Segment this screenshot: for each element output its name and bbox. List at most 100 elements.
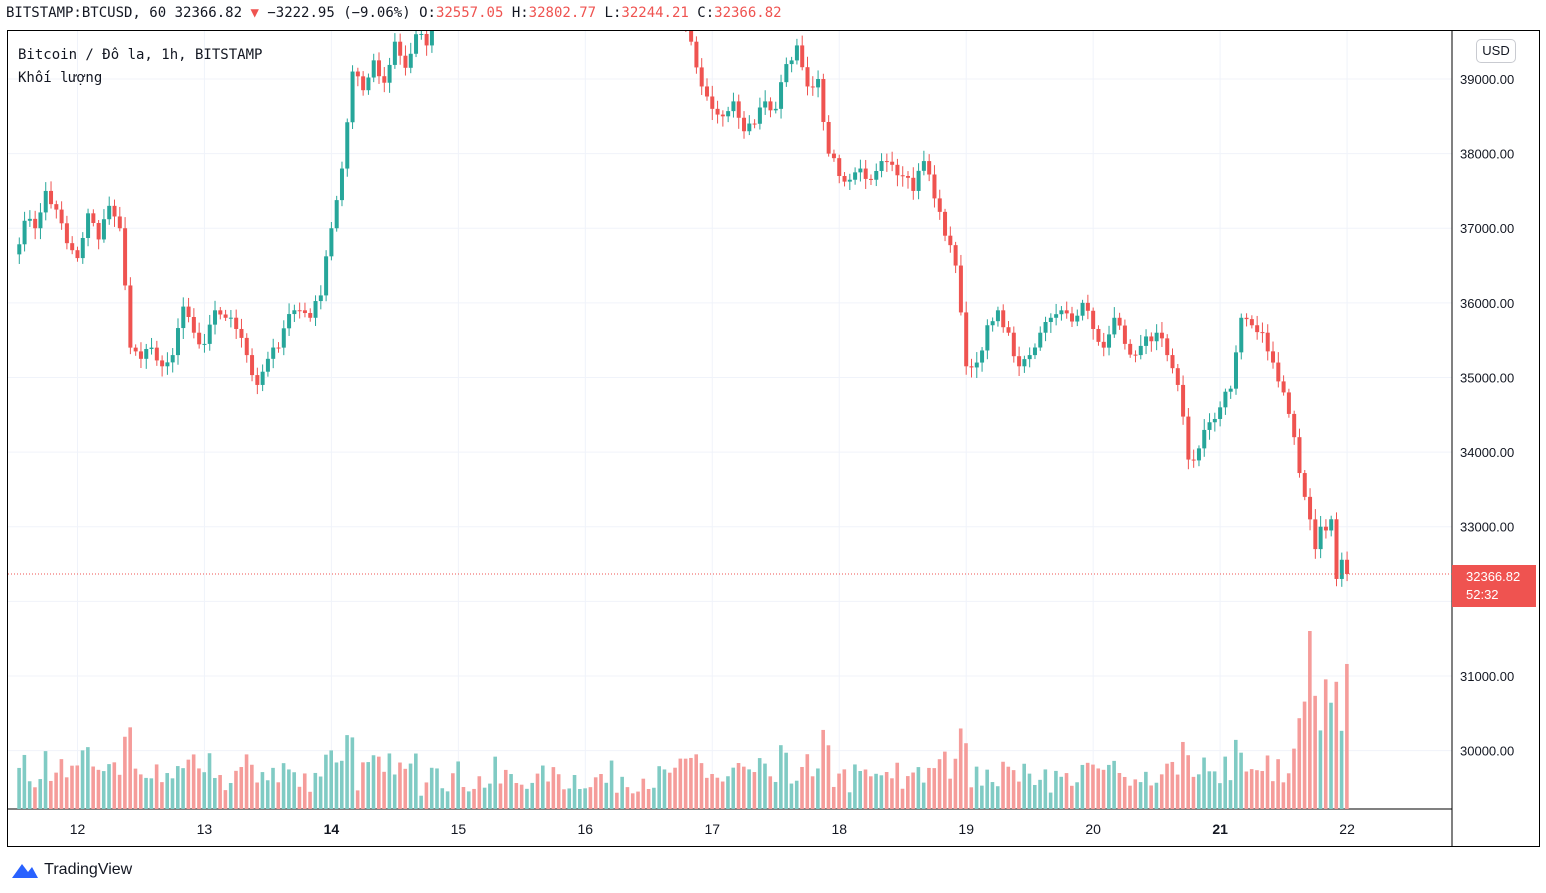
candle-body <box>810 86 815 88</box>
price-tick-label: 37000.00 <box>1460 221 1514 236</box>
volume-bar <box>1212 771 1217 809</box>
low-label: L: <box>604 5 622 21</box>
price-tick-label: 35000.00 <box>1460 370 1514 385</box>
volume-bar <box>943 751 947 809</box>
candle-body <box>1138 345 1143 356</box>
volume-bar <box>1308 631 1312 809</box>
volume-bar <box>1271 781 1275 809</box>
volume-bar <box>456 761 460 809</box>
volume-bar <box>22 754 27 809</box>
volume-bar <box>800 766 804 809</box>
volume-bar <box>1107 764 1111 809</box>
chart-frame[interactable]: 30000.0031000.0032000.0033000.0034000.00… <box>7 30 1540 847</box>
candle-body <box>160 360 165 367</box>
volume-bar <box>350 737 355 809</box>
currency-button[interactable]: USD <box>1476 39 1516 63</box>
volume-bar <box>451 773 455 809</box>
tradingview-logo[interactable]: TradingView <box>8 860 132 880</box>
candle-body <box>49 190 54 205</box>
volume-bar <box>530 782 535 809</box>
candle-body <box>414 34 419 54</box>
candle-body <box>1011 332 1016 357</box>
candle-body <box>826 121 831 154</box>
volume-bar <box>583 788 587 809</box>
volume-bar <box>339 760 344 809</box>
candle-body <box>1313 519 1318 550</box>
volume-bar <box>377 756 381 809</box>
volume-bar <box>937 759 942 809</box>
candle-body <box>1345 559 1350 574</box>
candle-body <box>207 324 212 344</box>
legend-title: Bitcoin / Đô la, 1h, BITSTAMP <box>18 47 263 63</box>
volume-bar <box>678 758 683 809</box>
volume-bar <box>964 743 968 809</box>
volume-bar <box>107 764 111 809</box>
volume-bar <box>842 769 847 809</box>
volume-bar <box>154 764 159 809</box>
volume-bar <box>1059 776 1064 809</box>
candle-body <box>1006 327 1011 333</box>
volume-bar <box>160 782 164 809</box>
volume-bar <box>763 763 767 809</box>
candle-body <box>165 362 170 367</box>
candle-body <box>38 212 43 229</box>
volume-bar <box>1054 770 1058 809</box>
volume-bar <box>128 727 132 809</box>
volume-bar <box>59 759 64 809</box>
volume-bar <box>1144 771 1148 809</box>
candle-body <box>1117 317 1122 326</box>
candle-body <box>842 176 847 182</box>
candle-body <box>731 101 736 112</box>
volume-bar <box>170 778 175 809</box>
volume-bar <box>1181 741 1185 809</box>
volume-bar <box>80 750 85 809</box>
volume-bar <box>1218 783 1222 809</box>
candle-body <box>181 306 186 329</box>
volume-bar <box>630 793 635 809</box>
volume-bar <box>38 779 43 809</box>
candle-body <box>900 175 905 177</box>
candle-body <box>1175 368 1180 385</box>
candle-body <box>1334 519 1339 579</box>
candle-body <box>911 177 916 191</box>
candle-body <box>768 101 773 111</box>
candle-body <box>86 213 91 238</box>
time-tick-label: 19 <box>958 821 974 837</box>
volume-bar <box>1154 782 1159 809</box>
volume-bar <box>890 778 894 809</box>
volume-bar <box>826 745 831 809</box>
volume-bar <box>535 773 540 809</box>
chart-legend: Bitcoin / Đô la, 1h, BITSTAMP Khối lượng <box>18 44 262 90</box>
price-tick-label: 38000.00 <box>1460 147 1514 162</box>
candle-body <box>726 111 731 117</box>
volume-bar <box>334 762 339 809</box>
volume-bar <box>191 754 196 809</box>
volume-bar <box>884 772 889 809</box>
volume-bar <box>202 772 207 809</box>
candle-body <box>1091 310 1096 329</box>
candle-body <box>1244 317 1249 320</box>
candle-body <box>805 67 810 87</box>
volume-bar <box>969 787 974 809</box>
candle-body <box>1122 325 1127 344</box>
volume-bar <box>292 772 296 809</box>
volume-bar <box>308 791 312 809</box>
volume-bar <box>609 760 614 809</box>
candle-body <box>239 328 244 338</box>
volume-bar <box>593 777 598 809</box>
volume-bar <box>43 751 48 809</box>
volume-bar <box>720 781 725 809</box>
candle-body <box>1281 381 1286 393</box>
candle-body <box>1181 384 1186 417</box>
symbol-name: BITSTAMP:BTCUSD, 60 <box>6 5 167 21</box>
candle-body <box>1133 354 1138 356</box>
volume-bar <box>1244 771 1249 809</box>
candle-body <box>112 205 117 217</box>
volume-bar <box>1292 748 1296 809</box>
price-chart[interactable]: 30000.0031000.0032000.0033000.0034000.00… <box>8 31 1539 846</box>
volume-bar <box>493 756 497 809</box>
candle-body <box>985 325 990 351</box>
volume-bar <box>250 764 254 809</box>
volume-bar <box>1186 755 1190 809</box>
candle-body <box>1064 310 1069 314</box>
